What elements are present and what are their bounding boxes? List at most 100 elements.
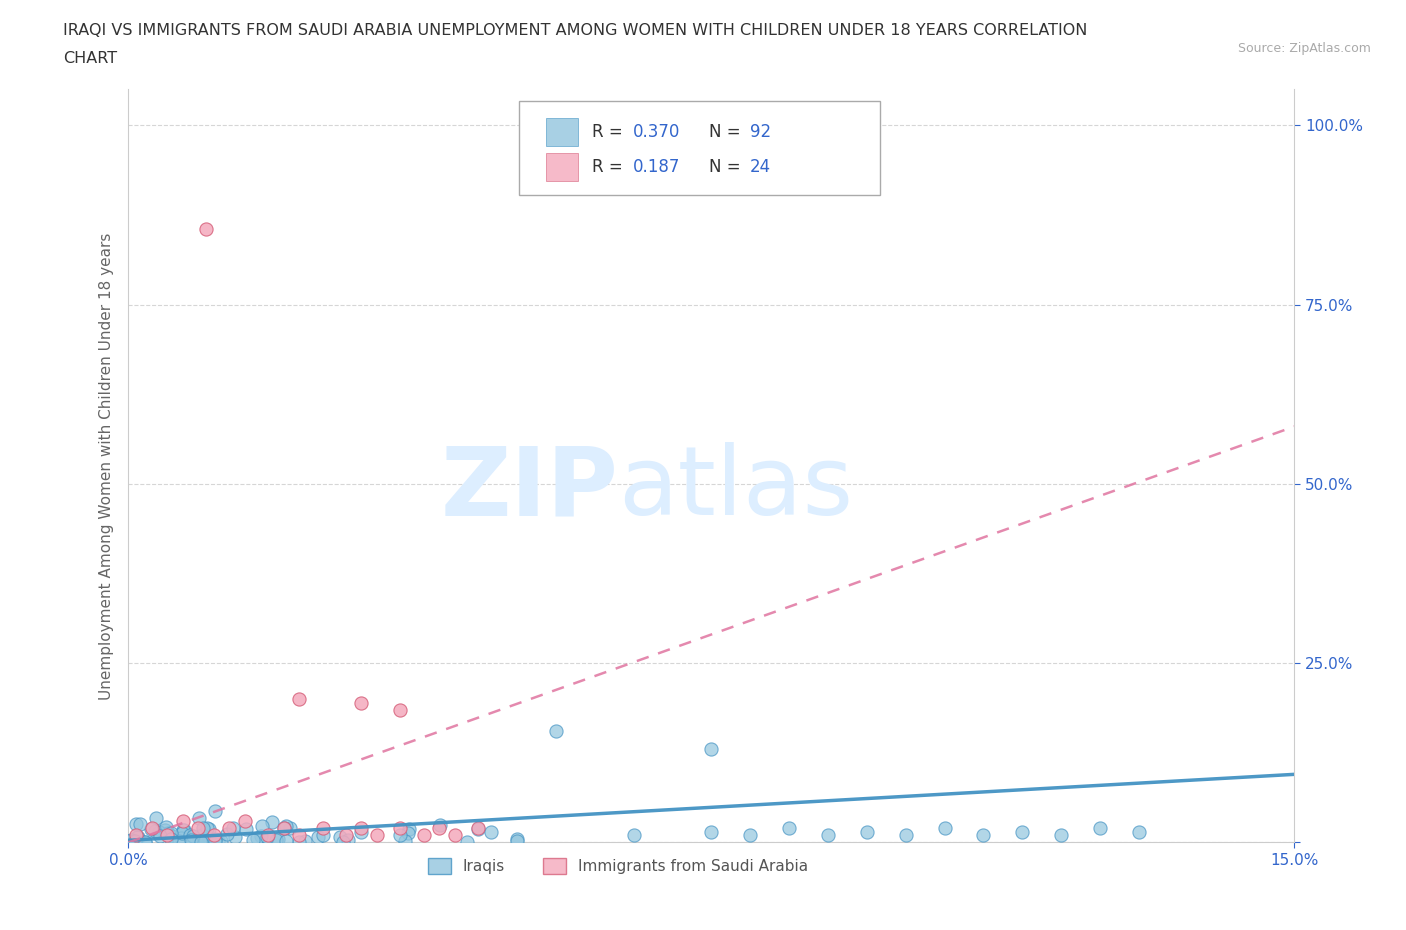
Point bbox=[141, 820, 163, 835]
Point bbox=[172, 823, 194, 838]
Point bbox=[153, 822, 176, 837]
Point bbox=[190, 834, 212, 849]
Point bbox=[412, 828, 434, 843]
Point bbox=[207, 833, 229, 848]
Point bbox=[198, 830, 221, 845]
Point bbox=[235, 821, 257, 836]
Point bbox=[479, 824, 502, 839]
Point bbox=[184, 831, 207, 846]
Point bbox=[191, 827, 214, 842]
Point bbox=[224, 830, 246, 844]
Point bbox=[1050, 828, 1073, 843]
Text: 92: 92 bbox=[749, 123, 770, 141]
Point bbox=[934, 820, 956, 835]
Point bbox=[276, 833, 298, 848]
Point bbox=[267, 831, 290, 846]
Point bbox=[394, 833, 416, 848]
Point bbox=[156, 828, 179, 843]
Point bbox=[429, 817, 451, 832]
Point bbox=[256, 830, 278, 844]
Text: N =: N = bbox=[709, 158, 747, 176]
Point bbox=[120, 832, 142, 847]
Point bbox=[288, 828, 311, 843]
Point bbox=[1128, 824, 1150, 839]
Point bbox=[148, 829, 170, 844]
Point bbox=[128, 817, 150, 832]
FancyBboxPatch shape bbox=[519, 100, 880, 194]
Point bbox=[257, 828, 280, 843]
Point bbox=[266, 833, 288, 848]
Point bbox=[124, 833, 146, 848]
FancyBboxPatch shape bbox=[546, 153, 578, 181]
Point bbox=[209, 833, 232, 848]
Point bbox=[1088, 820, 1111, 835]
Point bbox=[160, 829, 183, 844]
Point bbox=[218, 820, 240, 835]
Point bbox=[187, 835, 209, 850]
Point bbox=[1011, 824, 1033, 839]
Point bbox=[246, 830, 269, 845]
Point bbox=[172, 826, 194, 841]
Point bbox=[148, 824, 170, 839]
Text: 0.370: 0.370 bbox=[633, 123, 681, 141]
Point bbox=[134, 834, 156, 849]
Point bbox=[506, 833, 529, 848]
Legend: Iraqis, Immigrants from Saudi Arabia: Iraqis, Immigrants from Saudi Arabia bbox=[422, 852, 814, 880]
Point bbox=[204, 831, 226, 846]
Point bbox=[311, 828, 333, 843]
Point bbox=[778, 820, 800, 835]
Point bbox=[262, 815, 284, 830]
Y-axis label: Unemployment Among Women with Children Under 18 years: Unemployment Among Women with Children U… bbox=[100, 232, 114, 699]
Point bbox=[181, 835, 204, 850]
Point bbox=[155, 820, 177, 835]
Point bbox=[145, 811, 167, 826]
Text: ZIP: ZIP bbox=[440, 442, 619, 535]
Point bbox=[329, 830, 352, 844]
Point bbox=[180, 832, 202, 847]
Point bbox=[700, 824, 723, 839]
Point bbox=[250, 829, 273, 844]
FancyBboxPatch shape bbox=[546, 118, 578, 147]
Point bbox=[894, 828, 917, 843]
Point bbox=[332, 834, 354, 849]
Point bbox=[202, 828, 225, 843]
Point bbox=[366, 828, 388, 843]
Point bbox=[856, 824, 879, 839]
Text: Source: ZipAtlas.com: Source: ZipAtlas.com bbox=[1237, 42, 1371, 55]
Point bbox=[195, 820, 218, 835]
Point bbox=[427, 820, 450, 835]
Point bbox=[273, 820, 295, 835]
Point bbox=[125, 828, 148, 843]
Point bbox=[443, 828, 465, 843]
Point bbox=[143, 824, 166, 839]
Point bbox=[181, 829, 204, 844]
Point bbox=[127, 830, 149, 844]
Text: 24: 24 bbox=[749, 158, 770, 176]
Point bbox=[273, 820, 295, 835]
Point bbox=[204, 804, 226, 818]
Point bbox=[307, 830, 329, 844]
Point bbox=[350, 696, 373, 711]
Point bbox=[623, 828, 645, 843]
Point bbox=[350, 824, 373, 839]
Point bbox=[204, 833, 226, 848]
Point bbox=[172, 814, 194, 829]
Point bbox=[141, 822, 163, 837]
Text: N =: N = bbox=[709, 123, 747, 141]
Point bbox=[389, 702, 412, 717]
Point bbox=[179, 828, 201, 843]
Text: IRAQI VS IMMIGRANTS FROM SAUDI ARABIA UNEMPLOYMENT AMONG WOMEN WITH CHILDREN UND: IRAQI VS IMMIGRANTS FROM SAUDI ARABIA UN… bbox=[63, 23, 1088, 38]
Point bbox=[217, 827, 239, 842]
Point bbox=[467, 821, 489, 836]
Point bbox=[740, 828, 762, 843]
Text: R =: R = bbox=[592, 123, 628, 141]
Point bbox=[195, 222, 218, 237]
Point bbox=[288, 834, 311, 849]
Point bbox=[389, 820, 412, 835]
Point bbox=[311, 820, 333, 835]
Point bbox=[134, 835, 156, 850]
Point bbox=[274, 818, 297, 833]
Point bbox=[193, 835, 215, 850]
Point bbox=[170, 830, 193, 845]
Point bbox=[700, 742, 723, 757]
